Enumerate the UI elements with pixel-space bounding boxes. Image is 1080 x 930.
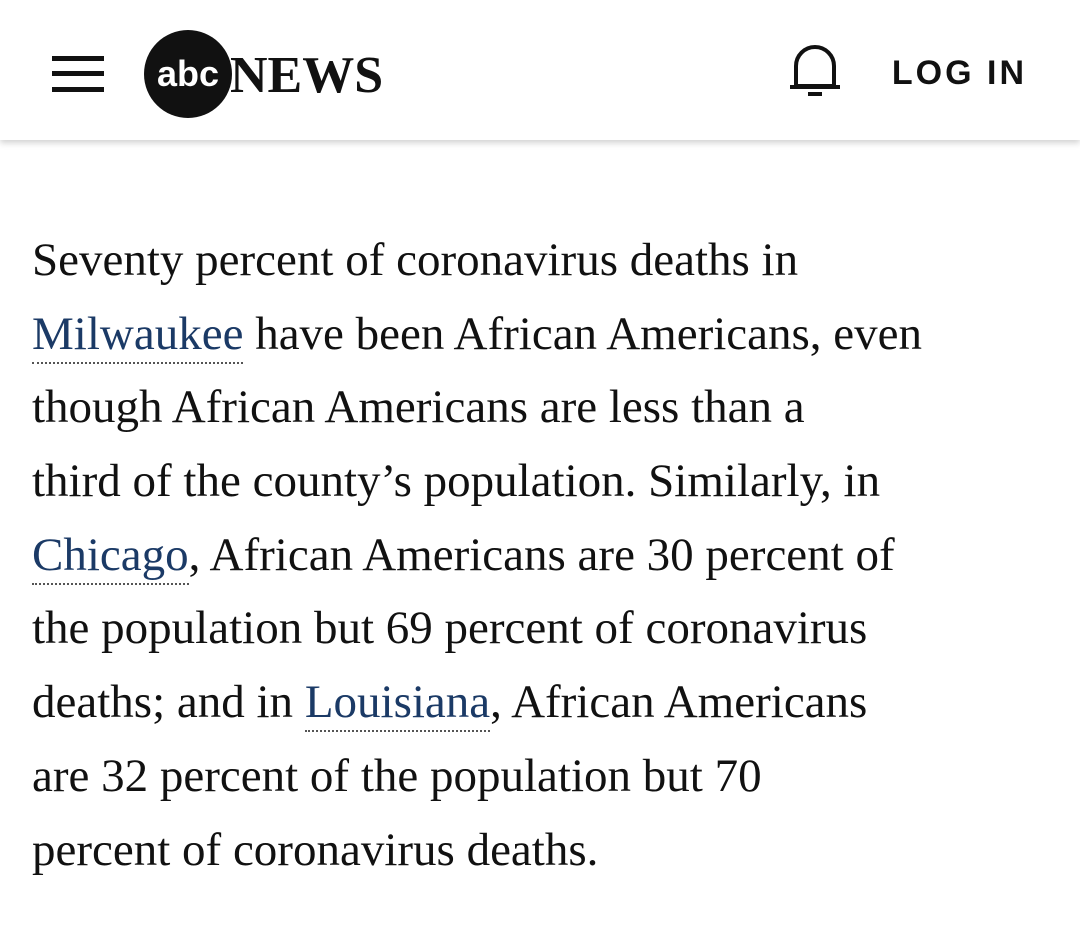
text: , African Americans (490, 676, 868, 729)
link[interactable]: Milwaukee (32, 307, 244, 364)
logo-text: NEWS (230, 47, 383, 104)
text: though African Americans are less than a (32, 381, 805, 434)
link[interactable]: Louisiana (304, 676, 491, 733)
text-line: though African Americans are less than a (32, 371, 1078, 445)
text: deaths; and in (32, 676, 305, 729)
menu-button[interactable] (52, 56, 104, 92)
notifications-button[interactable] (790, 45, 840, 96)
text-line: third of the county’s population. Simila… (32, 445, 1078, 519)
text-line: Milwaukee have been African Americans, e… (32, 298, 1078, 372)
text: have been African Americans, even (243, 307, 923, 360)
header-bar: abc NEWS LOG IN (52, 30, 1027, 118)
logo-circle (144, 30, 232, 118)
menu-bar (52, 87, 104, 92)
article-paragraph: Seventy percent of coronavirus deaths in… (32, 224, 1078, 887)
text-line: deaths; and in Louisiana, African Americ… (32, 666, 1078, 740)
menu-bar (52, 56, 104, 61)
bell-icon (794, 45, 836, 88)
logo-mark: abc (157, 53, 219, 94)
text: percent of coronavirus deaths. (32, 823, 599, 876)
text-line: the population but 69 percent of coronav… (32, 592, 1078, 666)
text-line: Seventy percent of coronavirus deaths in (32, 224, 1078, 298)
text: are 32 percent of the population but 70 (32, 749, 762, 802)
text-line: Chicago, African Americans are 30 percen… (32, 519, 1078, 593)
text: third of the county’s population. Simila… (32, 455, 881, 508)
text-line: percent of coronavirus deaths. (32, 814, 1078, 888)
text-line: are 32 percent of the population but 70 (32, 740, 1078, 814)
link[interactable]: Chicago (32, 528, 189, 585)
text: Seventy percent of coronavirus deaths in (32, 234, 799, 286)
text: the population but 69 percent of coronav… (32, 602, 868, 655)
login-button[interactable]: LOG IN (892, 54, 1027, 92)
text: , African Americans are 30 percent of (188, 528, 895, 581)
header: abc NEWS LOG IN (0, 0, 1080, 140)
menu-bar (52, 71, 104, 76)
logo[interactable]: abc NEWS (144, 30, 383, 118)
